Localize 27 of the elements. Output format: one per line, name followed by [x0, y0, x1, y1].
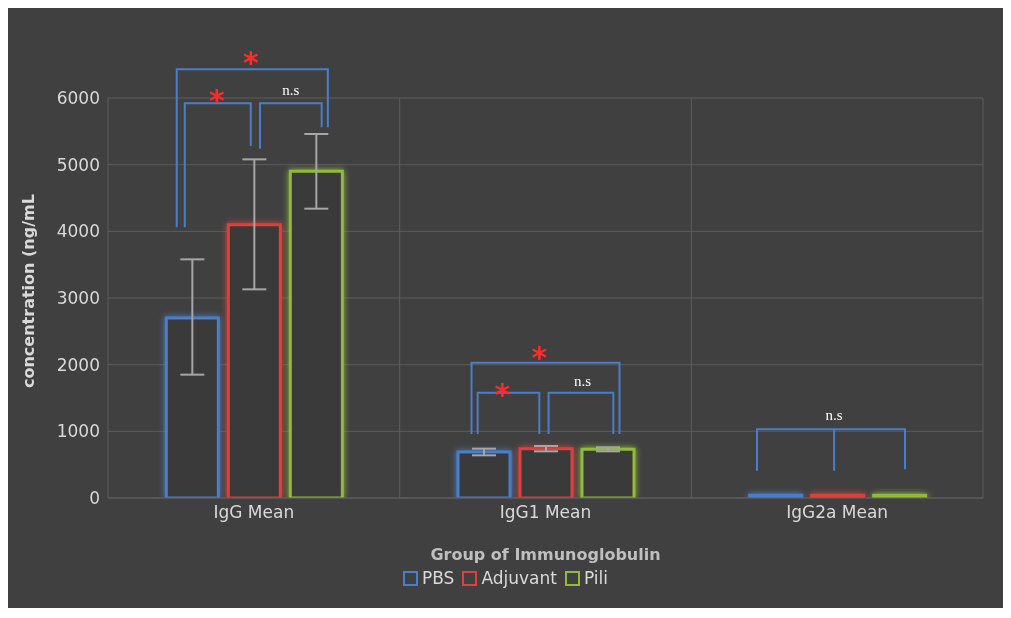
text: n.s — [282, 82, 300, 98]
bar — [164, 316, 220, 498]
legend-label: Adjuvant — [481, 568, 557, 588]
x-tick-label: IgG2a Mean — [786, 502, 889, 523]
annotation: * — [531, 339, 548, 375]
text: * — [242, 45, 259, 81]
legend-label: PBS — [421, 568, 455, 588]
annotation: * — [208, 83, 225, 119]
x-axis-title: Group of Immunoglobulin — [430, 545, 661, 564]
bar — [226, 223, 282, 498]
x-tick-label: IgG Mean — [213, 502, 295, 523]
y-tick-label: 0 — [89, 488, 100, 509]
y-tick-label: 5000 — [56, 154, 100, 175]
y-tick-label: 2000 — [56, 354, 100, 375]
bar — [288, 169, 344, 498]
annotation: n.s — [825, 406, 843, 423]
y-tick-label: 1000 — [56, 421, 100, 442]
bar — [456, 450, 512, 498]
bar — [518, 447, 574, 498]
y-tick-label: 4000 — [56, 221, 100, 242]
annotation: n.s — [573, 372, 592, 389]
y-tick-label: 6000 — [56, 88, 100, 109]
bar — [580, 447, 636, 498]
legend-label: Pili — [583, 568, 608, 588]
y-tick-label: 3000 — [56, 288, 100, 309]
x-tick-label: IgG1 Mean — [499, 502, 592, 523]
y-axis-title: concentration (ng/mL — [18, 194, 38, 388]
